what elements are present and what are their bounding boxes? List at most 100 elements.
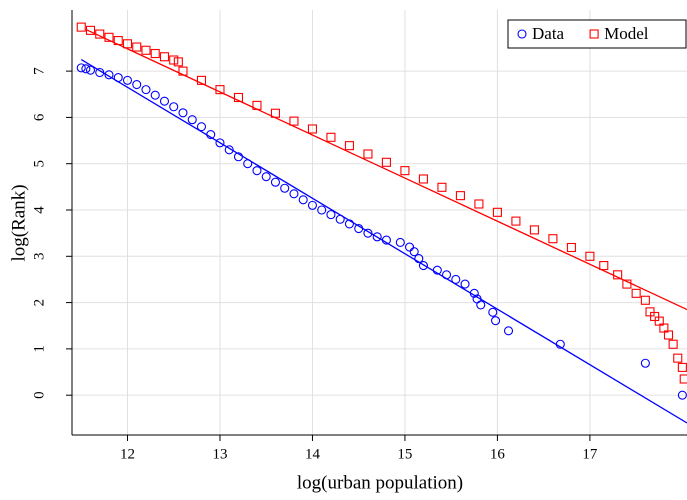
marker: [405, 242, 415, 252]
marker: [381, 157, 391, 167]
marker: [215, 85, 225, 95]
y-tick-label: 3: [31, 253, 47, 261]
marker: [363, 228, 373, 238]
x-axis-label: log(urban population): [297, 472, 463, 493]
marker: [150, 90, 160, 100]
marker: [122, 39, 133, 49]
marker: [469, 288, 479, 298]
marker: [673, 353, 683, 363]
marker: [414, 254, 424, 264]
marker: [141, 45, 151, 55]
x-tick-label: 17: [582, 446, 598, 462]
marker: [418, 261, 428, 271]
x-tick-label: 15: [397, 446, 412, 462]
marker: [233, 92, 244, 103]
y-tick-label: 6: [31, 113, 47, 121]
marker: [437, 182, 447, 192]
marker: [141, 85, 151, 95]
marker: [677, 390, 687, 400]
marker: [460, 279, 470, 289]
y-tick-label: 1: [31, 345, 47, 353]
marker: [566, 242, 576, 253]
marker: [85, 65, 96, 75]
marker: [159, 96, 170, 106]
marker: [451, 274, 461, 284]
marker: [492, 207, 502, 217]
marker: [599, 261, 609, 271]
marker: [585, 251, 595, 261]
marker: [243, 159, 253, 169]
marker: [326, 132, 336, 142]
marker: [215, 138, 225, 148]
x-tick-label: 14: [305, 446, 321, 462]
legend-box: [507, 19, 687, 49]
marker: [150, 48, 160, 59]
y-tick-label: 5: [31, 160, 47, 168]
marker: [663, 330, 674, 340]
marker: [76, 63, 86, 73]
marker: [224, 145, 234, 155]
marker: [298, 195, 308, 205]
marker: [113, 73, 123, 83]
marker: [474, 199, 484, 209]
marker: [326, 210, 336, 220]
marker: [261, 172, 271, 182]
marker: [491, 316, 501, 326]
marker: [270, 108, 281, 118]
marker: [418, 174, 428, 184]
marker: [677, 362, 687, 372]
marker: [529, 225, 539, 235]
marker: [441, 270, 452, 280]
y-tick-label: 7: [31, 67, 47, 75]
marker: [381, 235, 391, 245]
marker: [85, 25, 96, 35]
y-tick-label: 4: [31, 206, 47, 214]
marker: [233, 152, 244, 162]
marker: [122, 75, 133, 85]
legend-label: Data: [532, 24, 565, 43]
marker: [668, 339, 678, 349]
marker: [488, 307, 498, 317]
marker: [159, 52, 170, 62]
marker: [113, 36, 123, 46]
marker: [95, 67, 105, 78]
marker: [650, 311, 660, 322]
x-tick-label: 12: [120, 446, 135, 462]
marker: [640, 358, 650, 368]
marker: [400, 166, 410, 176]
marker: [317, 205, 327, 215]
marker: [178, 66, 188, 76]
marker: [344, 219, 354, 229]
marker: [252, 166, 262, 176]
fit-line: [80, 58, 687, 424]
marker: [104, 32, 114, 42]
marker: [409, 247, 419, 257]
fit-line: [85, 28, 687, 311]
marker: [335, 214, 345, 224]
legend-marker: [589, 29, 599, 39]
marker: [548, 234, 558, 244]
marker: [372, 232, 382, 242]
marker: [289, 189, 299, 199]
marker: [455, 191, 465, 201]
marker: [169, 102, 179, 112]
marker: [503, 326, 514, 336]
marker: [196, 75, 207, 85]
marker: [169, 55, 179, 65]
marker: [280, 183, 290, 193]
x-tick-label: 13: [212, 446, 227, 462]
marker: [476, 300, 486, 310]
marker: [631, 288, 641, 298]
marker: [511, 216, 521, 226]
x-tick-label: 16: [490, 446, 506, 462]
marker: [432, 265, 442, 275]
marker: [95, 29, 105, 39]
marker: [659, 323, 669, 333]
marker: [81, 64, 91, 74]
marker: [613, 270, 623, 280]
marker: [354, 223, 364, 234]
marker: [104, 70, 114, 80]
marker: [679, 374, 687, 384]
marker: [622, 279, 632, 289]
